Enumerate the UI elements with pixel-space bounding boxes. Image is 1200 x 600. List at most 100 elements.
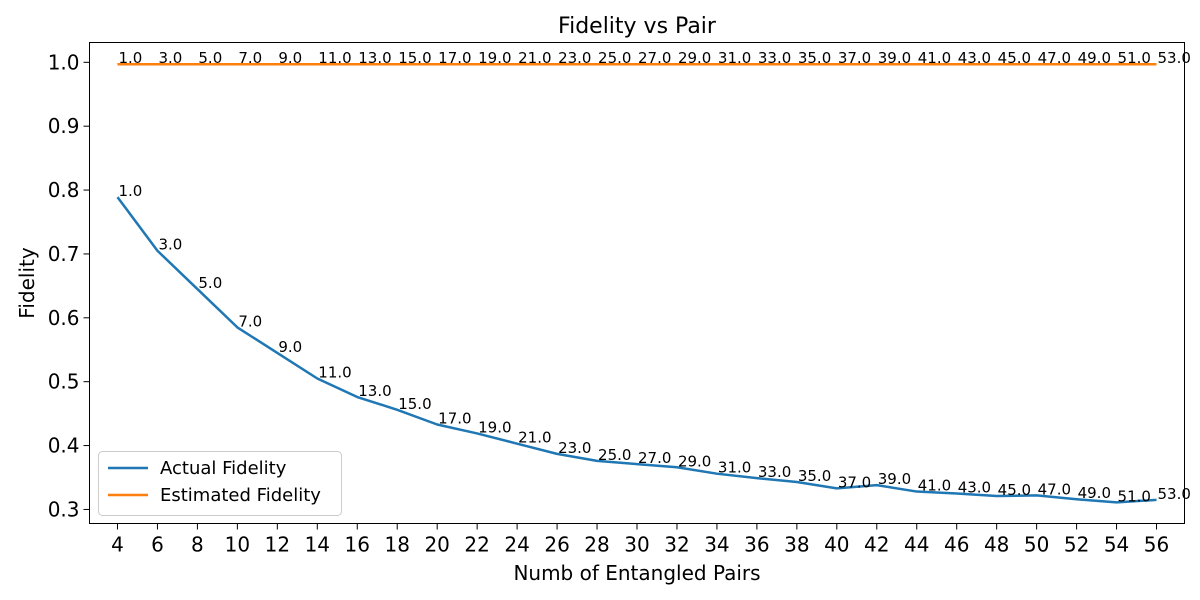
x-tick-label: 50	[1024, 533, 1049, 557]
data-label: 13.0	[358, 49, 391, 67]
data-label: 37.0	[838, 473, 871, 491]
x-tick-label: 12	[265, 533, 290, 557]
legend: Actual Fidelity Estimated Fidelity	[98, 451, 342, 516]
data-label: 11.0	[318, 49, 351, 67]
data-label: 29.0	[678, 49, 711, 67]
data-label: 19.0	[478, 418, 511, 436]
y-tick-label: 0.4	[48, 434, 80, 458]
x-tick-label: 48	[984, 533, 1009, 557]
x-tick-label: 28	[584, 533, 609, 557]
data-label: 21.0	[518, 49, 551, 67]
y-tick-label: 0.7	[48, 242, 80, 266]
data-label: 5.0	[198, 274, 222, 292]
data-label: 23.0	[558, 439, 591, 457]
data-label: 3.0	[158, 49, 182, 67]
data-label: 31.0	[718, 459, 751, 477]
data-label: 19.0	[478, 49, 511, 67]
data-label: 29.0	[678, 452, 711, 470]
data-label: 3.0	[158, 236, 182, 254]
legend-label-actual: Actual Fidelity	[160, 458, 287, 479]
y-axis: 0.3 0.4 0.5 0.6 0.7 0.8 0.9 1.0	[48, 50, 90, 521]
x-tick-label: 34	[704, 533, 729, 557]
x-tick-label: 32	[664, 533, 689, 557]
x-tick-label: 14	[305, 533, 330, 557]
y-tick-label: 0.9	[48, 114, 80, 138]
x-tick-label: 4	[111, 533, 124, 557]
data-label: 35.0	[798, 49, 831, 67]
y-axis-title: Fidelity	[15, 247, 39, 319]
legend-box	[98, 451, 342, 516]
data-label: 33.0	[758, 49, 791, 67]
data-label: 53.0	[1158, 485, 1191, 503]
legend-label-estimated: Estimated Fidelity	[160, 485, 321, 506]
x-tick-label: 44	[904, 533, 929, 557]
x-tick-label: 40	[824, 533, 849, 557]
data-label: 25.0	[598, 49, 631, 67]
data-label: 45.0	[998, 481, 1031, 499]
chart-title: Fidelity vs Pair	[558, 14, 717, 39]
data-label: 41.0	[918, 49, 951, 67]
x-tick-label: 42	[864, 533, 889, 557]
x-tick-label: 6	[151, 533, 164, 557]
data-label: 17.0	[438, 409, 471, 427]
data-label: 47.0	[1038, 480, 1071, 498]
y-tick-label: 0.6	[48, 306, 80, 330]
data-label: 7.0	[238, 312, 262, 330]
data-label: 15.0	[398, 395, 431, 413]
data-label: 49.0	[1078, 49, 1111, 67]
x-tick-label: 38	[784, 533, 809, 557]
x-axis: 4 6 8 10 12 14 16 18 20 22 24 26 28 30 32 34 36 38 40 42 44 4…	[111, 523, 1169, 557]
data-label: 9.0	[278, 49, 302, 67]
series-lines	[116, 62, 1157, 504]
x-tick-label: 30	[624, 533, 649, 557]
data-label: 17.0	[438, 49, 471, 67]
data-label: 39.0	[878, 49, 911, 67]
data-label: 43.0	[958, 478, 991, 496]
x-tick-label: 22	[464, 533, 489, 557]
y-tick-label: 0.5	[48, 370, 80, 394]
x-tick-label: 54	[1104, 533, 1129, 557]
y-tick-label: 0.3	[48, 497, 80, 521]
x-tick-label: 46	[944, 533, 969, 557]
data-label: 21.0	[518, 429, 551, 447]
data-label: 11.0	[318, 363, 351, 381]
data-label: 7.0	[238, 49, 262, 67]
x-tick-label: 16	[345, 533, 370, 557]
data-label: 37.0	[838, 49, 871, 67]
x-tick-label: 36	[744, 533, 769, 557]
data-label: 51.0	[1118, 49, 1151, 67]
data-label: 9.0	[278, 338, 302, 356]
series-line-actual-fidelity	[116, 196, 1157, 504]
y-tick-label: 0.8	[48, 178, 80, 202]
data-label: 1.0	[118, 182, 142, 200]
data-label: 27.0	[638, 49, 671, 67]
data-label: 13.0	[358, 382, 391, 400]
data-label: 25.0	[598, 446, 631, 464]
data-label: 49.0	[1078, 484, 1111, 502]
x-tick-label: 26	[544, 533, 569, 557]
x-tick-label: 56	[1144, 533, 1169, 557]
x-tick-label: 20	[424, 533, 449, 557]
data-label: 15.0	[398, 49, 431, 67]
data-label: 53.0	[1158, 49, 1191, 67]
y-tick-label: 1.0	[48, 50, 80, 74]
data-labels: 1.0 3.0 5.0 7.0 9.0 11.0 13.0 15.0 17.0 19.0 21.0 2…	[118, 49, 1190, 505]
data-label: 45.0	[998, 49, 1031, 67]
data-label: 5.0	[198, 49, 222, 67]
data-label: 41.0	[918, 477, 951, 495]
data-label: 31.0	[718, 49, 751, 67]
data-label: 47.0	[1038, 49, 1071, 67]
data-label: 33.0	[758, 463, 791, 481]
data-label: 1.0	[118, 49, 142, 67]
data-label: 23.0	[558, 49, 591, 67]
x-tick-label: 8	[191, 533, 204, 557]
data-label: 27.0	[638, 449, 671, 467]
x-axis-title: Numb of Entangled Pairs	[513, 561, 760, 585]
x-tick-label: 18	[384, 533, 409, 557]
x-tick-label: 52	[1064, 533, 1089, 557]
data-label: 39.0	[878, 470, 911, 488]
x-tick-label: 10	[225, 533, 250, 557]
data-label: 43.0	[958, 49, 991, 67]
data-label: 35.0	[798, 467, 831, 485]
